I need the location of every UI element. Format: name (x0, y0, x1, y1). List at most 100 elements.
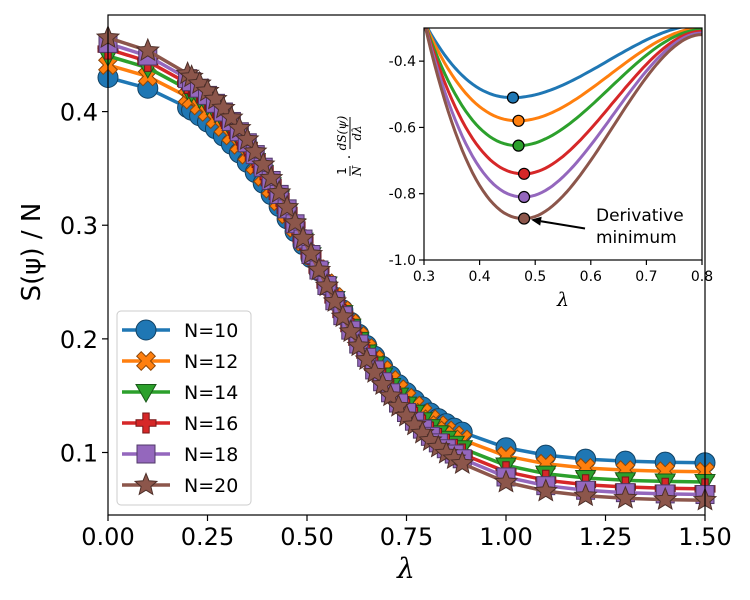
inset-plot-frame (423, 27, 703, 261)
data-point (330, 304, 356, 328)
data-point (258, 165, 284, 189)
inset-x-tick-label: 0.6 (580, 269, 602, 285)
legend-swatch-marker (135, 319, 157, 341)
data-point (346, 333, 371, 357)
inset-x-tick-label: 0.5 (524, 269, 546, 285)
main-y-ticks: 0.1 0.2 0.3 0.4 (60, 99, 108, 468)
data-point (338, 318, 363, 343)
annotation-arrow-head (531, 216, 542, 226)
main-y-axis-label: S(ψ) / N (17, 203, 47, 302)
main-x-tick-label: 0.50 (280, 523, 333, 551)
main-x-tick-label: 0.75 (380, 523, 433, 551)
inset-x-axis-label: λ (556, 289, 569, 311)
data-point (653, 486, 678, 510)
data-point (211, 95, 236, 119)
data-point (135, 37, 160, 62)
inset-minimum-marker (512, 114, 525, 127)
data-point (493, 469, 519, 493)
data-point (322, 288, 348, 312)
inset-minimum-marker (512, 139, 525, 152)
data-point (573, 482, 598, 507)
inset-series-group (424, 28, 702, 221)
main-x-axis-label: λ (396, 552, 415, 585)
main-y-tick-label: 0.4 (60, 99, 98, 127)
main-y-tick-label: 0.2 (60, 326, 98, 354)
inset-y-tick-label: -1.0 (389, 253, 416, 269)
annotation-arrow-line (540, 220, 586, 230)
data-point (314, 273, 340, 297)
inset-curve (425, 28, 702, 123)
inset-y-tick-label: -0.4 (389, 54, 416, 70)
main-y-tick-label: 0.3 (60, 212, 98, 240)
main-y-tick-label: 0.1 (60, 440, 98, 468)
legend-swatch-marker (135, 412, 157, 434)
data-point (613, 485, 638, 509)
annotation-line2: minimum (596, 228, 677, 248)
annotation-line1: Derivative (596, 206, 684, 226)
inset-y-tick-label: -0.6 (389, 120, 416, 136)
inset-curve (424, 28, 702, 148)
data-point (243, 138, 268, 163)
inset-y-ticks: -1.0 -0.8 -0.6 -0.4 (389, 54, 424, 269)
inset-curve (424, 28, 702, 176)
inset-x-tick-label: 0.3 (413, 269, 435, 285)
data-point (290, 225, 316, 249)
data-point (450, 450, 475, 474)
data-point (370, 371, 395, 395)
series-n-20 (95, 24, 718, 511)
inset-curve (424, 28, 702, 221)
legend-label: N=10 (184, 320, 238, 342)
inset-ylabel-dot: · (342, 155, 358, 159)
inset-ylabel-frac2-num: dS(ψ) (335, 115, 349, 150)
data-point (362, 359, 387, 383)
data-point (266, 179, 292, 203)
main-series-group (95, 24, 718, 511)
main-x-tick-label: 1.00 (479, 523, 532, 551)
legend-label: N=16 (184, 413, 238, 435)
data-point (274, 194, 300, 218)
inset-curve (424, 28, 702, 199)
inset-x-tick-label: 0.4 (468, 269, 490, 285)
inset-x-tick-label: 0.7 (635, 269, 657, 285)
legend-items: N=10 N=12 N=14 N=16 N=18 N=20 (122, 319, 238, 497)
inset-x-tick-label: 0.8 (691, 269, 713, 285)
main-x-ticks: 0.00 0.25 0.50 0.75 1.00 1.25 1.50 (81, 515, 732, 551)
inset-ylabel-frac2-den: dλ (350, 125, 364, 140)
main-x-tick-label: 1.50 (678, 523, 731, 551)
data-point (354, 346, 379, 370)
inset-y-tick-label: -0.8 (389, 187, 416, 203)
inset-y-axis-label: 1 N · dS(ψ) dλ (335, 115, 364, 177)
data-point (282, 209, 308, 234)
legend-swatch-marker (136, 444, 156, 464)
data-point (533, 478, 558, 502)
legend-swatch-marker (135, 350, 157, 372)
main-plot: 0.00 0.25 0.50 0.75 1.00 1.25 1.50 0.10.20.30.… (17, 14, 732, 585)
main-x-tick-label: 0.00 (81, 523, 134, 551)
inset-curve (425, 28, 685, 100)
inset-minima-markers (506, 91, 531, 225)
inset-minimum-marker (517, 212, 531, 225)
legend-label: N=12 (184, 351, 238, 373)
data-point (251, 151, 276, 175)
data-point (227, 115, 252, 139)
data-point (298, 241, 324, 265)
main-x-tick-label: 1.25 (579, 523, 632, 551)
legend: N=10 N=12 N=14 N=16 N=18 N=20 (116, 310, 252, 506)
data-point (306, 257, 332, 281)
inset-minimum-marker (506, 91, 520, 104)
legend-swatch-marker (135, 384, 157, 404)
main-x-tick-label: 0.25 (181, 523, 234, 551)
data-point (235, 126, 260, 150)
inset-annotation: Derivative minimum (531, 206, 684, 248)
inset-ylabel-frac1-num: 1 (335, 167, 349, 175)
legend-label: N=20 (184, 475, 238, 497)
inset-minimum-marker (517, 167, 531, 180)
inset-ylabel-frac1-den: N (350, 165, 364, 177)
legend-label: N=14 (184, 382, 238, 404)
legend-label: N=18 (184, 444, 238, 466)
inset-minimum-marker (517, 190, 531, 204)
legend-swatch-marker (133, 472, 159, 496)
inset-x-ticks: 0.3 0.4 0.5 0.6 0.7 0.8 (413, 260, 713, 285)
inset-plot: 0.3 0.4 0.5 0.6 0.7 0.8 -1.0 -0.8 -0.6 -0.4 λ 1 … (335, 27, 713, 311)
